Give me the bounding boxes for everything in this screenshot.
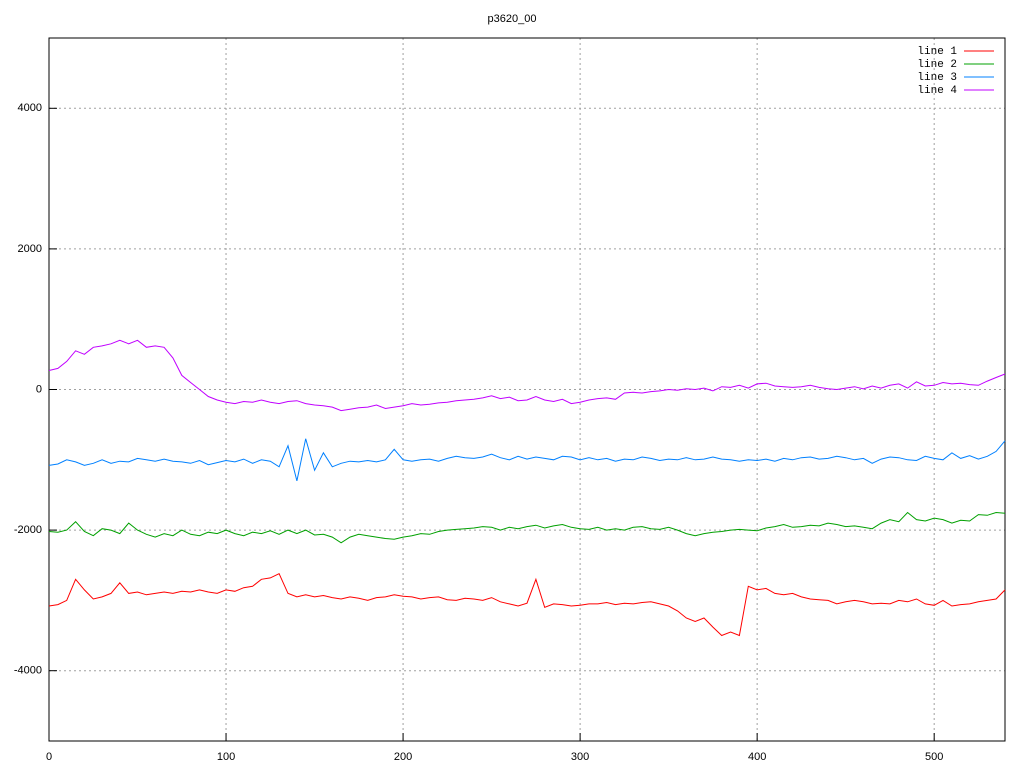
x-tick-label: 200 [394,751,412,763]
series-line [48,573,1006,637]
y-tick-label: 2000 [18,243,42,255]
legend-label: line 2 [917,59,957,71]
series-line [48,438,1006,482]
y-tick-label: -2000 [14,524,42,536]
chart-title: p3620_00 [488,13,537,25]
y-tick-label: 0 [36,383,42,395]
x-tick-label: 400 [748,751,766,763]
x-tick-label: 500 [925,751,943,763]
plot-frame [48,37,1006,742]
x-tick-label: 300 [571,751,589,763]
y-tick-label: 4000 [18,102,42,114]
series-line [48,511,1006,544]
series-line [48,339,1006,412]
y-tick-label: -4000 [14,665,42,677]
x-tick-label: 0 [46,751,52,763]
legend-label: line 3 [917,72,957,84]
legend-label: line 4 [917,85,957,97]
legend-label: line 1 [917,46,957,58]
x-tick-label: 100 [217,751,235,763]
